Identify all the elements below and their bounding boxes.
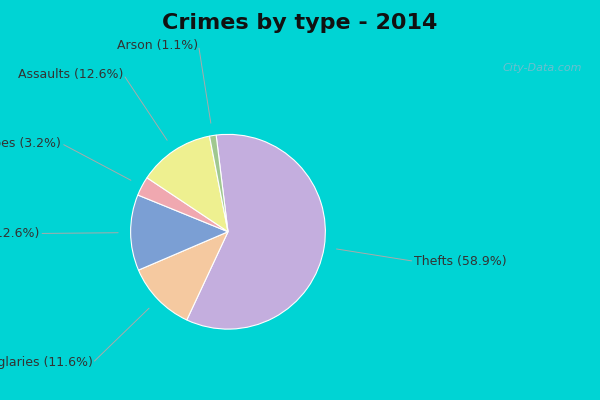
Text: Rapes (3.2%): Rapes (3.2%) (0, 137, 61, 150)
Text: Arson (1.1%): Arson (1.1%) (118, 39, 199, 52)
Text: Thefts (58.9%): Thefts (58.9%) (415, 255, 507, 268)
Text: Burglaries (11.6%): Burglaries (11.6%) (0, 356, 92, 370)
Wedge shape (131, 195, 228, 270)
Text: City-Data.com: City-Data.com (503, 64, 582, 74)
Text: Assaults (12.6%): Assaults (12.6%) (18, 68, 124, 81)
Wedge shape (147, 136, 228, 232)
Wedge shape (139, 232, 228, 320)
Wedge shape (187, 134, 325, 329)
Wedge shape (138, 178, 228, 232)
Text: Auto thefts (12.6%): Auto thefts (12.6%) (0, 227, 40, 240)
Wedge shape (209, 135, 228, 232)
Text: Crimes by type - 2014: Crimes by type - 2014 (163, 13, 437, 33)
